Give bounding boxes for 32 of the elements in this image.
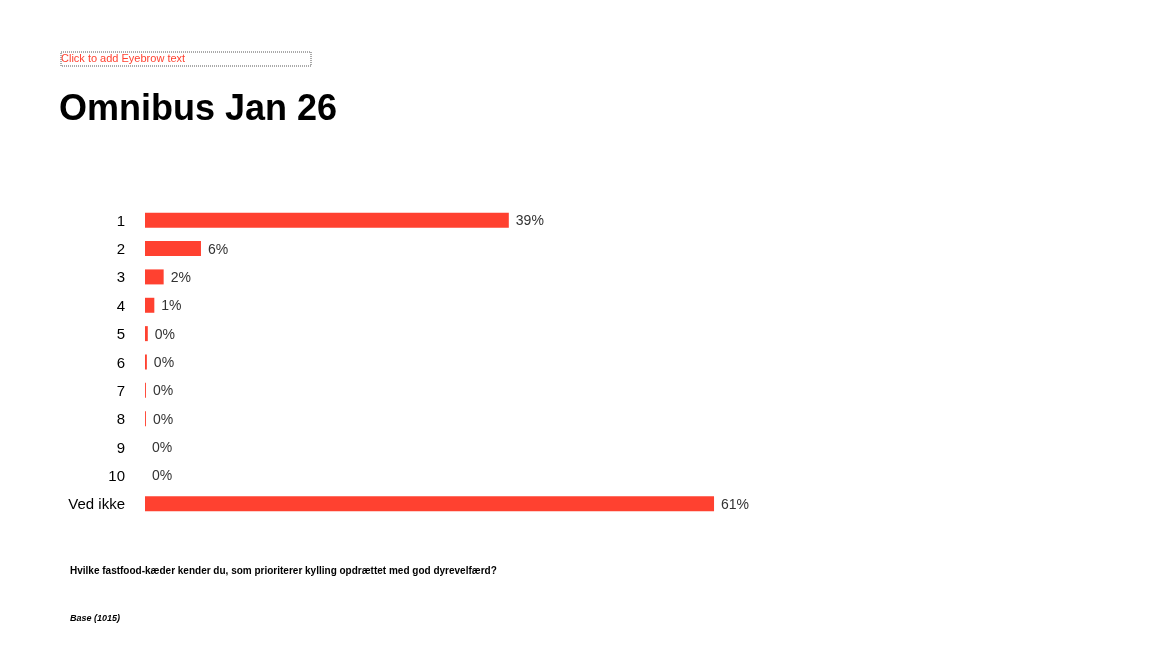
y-tick-label: 7 bbox=[116, 381, 125, 399]
data-label: 6% bbox=[207, 240, 229, 257]
y-tick-label: 9 bbox=[116, 438, 125, 456]
data-label: 0% bbox=[152, 410, 174, 427]
y-tick-label: 2 bbox=[116, 240, 125, 258]
data-label: 0% bbox=[154, 325, 176, 342]
data-label: 61% bbox=[721, 495, 750, 512]
data-label: 0% bbox=[152, 382, 174, 399]
y-tick-label: 8 bbox=[116, 410, 125, 428]
y-tick-label: 5 bbox=[116, 325, 125, 343]
data-label: 39% bbox=[515, 212, 544, 229]
text: Base (1015) bbox=[70, 612, 121, 623]
bar bbox=[145, 269, 164, 285]
data-label: 1% bbox=[161, 297, 182, 314]
bar bbox=[145, 241, 201, 257]
data-label: 0% bbox=[153, 354, 175, 370]
chart-title: Omnibus Jan 26 bbox=[59, 86, 338, 128]
bar bbox=[145, 326, 148, 342]
bar bbox=[145, 297, 155, 313]
y-tick-label: 6 bbox=[116, 353, 125, 371]
y-tick-label: 10 bbox=[108, 466, 125, 484]
y-tick-label: 3 bbox=[116, 268, 125, 286]
y-tick-label: 4 bbox=[116, 296, 125, 314]
bar bbox=[145, 212, 509, 228]
data-label: 0% bbox=[152, 467, 173, 484]
y-tick-label: Ved ikke bbox=[68, 495, 125, 513]
text: Click to add Eyebrow text bbox=[61, 51, 186, 64]
bar bbox=[145, 496, 715, 512]
data-label: 0% bbox=[152, 439, 173, 456]
y-tick-label: 1 bbox=[116, 211, 125, 229]
text: Hvilke fastfood-kæder kender du, som prioriterer kylling opdrættet med god dyrevelfærd? bbox=[70, 564, 497, 576]
data-label: 2% bbox=[170, 268, 191, 285]
